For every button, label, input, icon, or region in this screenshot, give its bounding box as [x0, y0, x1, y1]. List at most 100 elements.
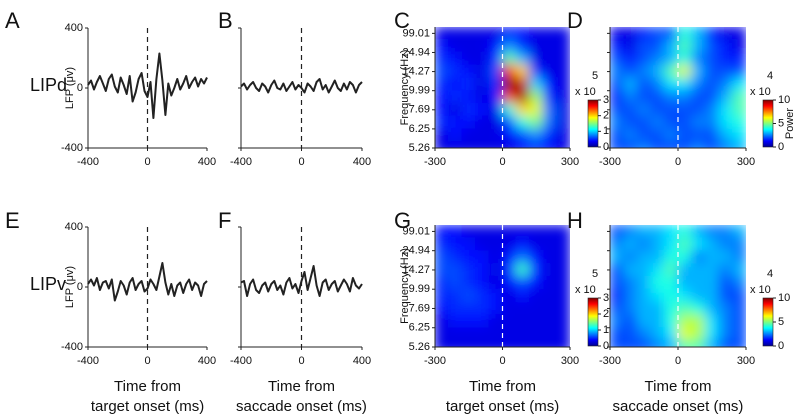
heatmap-cell	[677, 301, 693, 316]
heatmap-cell	[515, 102, 530, 117]
y-tick-label: -400	[61, 341, 83, 353]
heatmap-cell	[488, 51, 503, 66]
heatmap-cell	[623, 90, 638, 104]
x-tick-label: 0	[675, 156, 681, 168]
row-label: LIPv	[30, 274, 66, 294]
heatmap-cell	[663, 64, 679, 79]
y-tick-label: 7.69	[409, 104, 430, 116]
colorbar-exponent: 5	[592, 70, 598, 82]
heatmap-cell	[515, 225, 530, 239]
heatmap-cell	[529, 90, 544, 104]
heatmap-cell	[448, 314, 463, 329]
panel-letter: A	[5, 8, 20, 33]
heatmap-cell	[515, 64, 530, 79]
heatmap-cell	[610, 51, 625, 66]
heatmap-cell	[704, 340, 720, 347]
y-tick-label: 14.27	[402, 264, 430, 276]
heatmap-cell	[636, 225, 652, 239]
heatmap-cell	[435, 314, 449, 329]
heatmap-cell	[475, 250, 490, 265]
heatmap-cell	[488, 64, 503, 79]
heatmap-cell	[435, 237, 449, 252]
heatmap-cell	[718, 90, 733, 104]
heatmap-cell	[556, 128, 570, 143]
heatmap-cell	[475, 64, 490, 79]
heatmap-cell	[623, 275, 638, 290]
heatmap-cell	[529, 77, 544, 92]
heatmap-cell	[435, 51, 449, 66]
heatmap-cell	[461, 51, 476, 66]
heatmap-cell	[542, 27, 557, 41]
heatmap-cell	[461, 64, 476, 79]
colorbar	[762, 297, 774, 347]
heatmap-cell	[435, 301, 449, 316]
heatmap-cell	[650, 51, 665, 66]
heatmap-cell	[718, 64, 733, 79]
heatmap-cell	[461, 250, 476, 265]
colorbar-tick-label: 1	[603, 324, 609, 336]
heatmap-cell	[448, 90, 463, 104]
heatmap-cell	[461, 141, 476, 148]
heatmap-cell	[448, 225, 463, 239]
x-axis-label: target onset (ms)	[446, 398, 559, 415]
heatmap-cell	[691, 77, 706, 92]
heatmap-cell	[636, 340, 652, 347]
heatmap-cell	[718, 128, 733, 143]
heatmap-cell	[704, 77, 720, 92]
panel-letter: D	[567, 8, 583, 33]
heatmap-cell	[650, 90, 665, 104]
heatmap-cell	[731, 327, 746, 342]
colorbar	[587, 99, 599, 148]
x-tick-label: -300	[599, 156, 621, 168]
heatmap-cell	[691, 263, 706, 277]
heatmap-cell	[475, 77, 490, 92]
heatmap-cells	[435, 225, 570, 347]
heatmap-cell	[677, 141, 693, 148]
heatmap-cell	[515, 141, 530, 148]
x-tick-label: -400	[77, 355, 99, 367]
heatmap-cell	[704, 301, 720, 316]
colorbar-tick-label: 2	[603, 308, 609, 320]
heatmap-cell	[610, 90, 625, 104]
heatmap-cell	[623, 327, 638, 342]
heatmap-cell	[610, 237, 625, 252]
heatmap-cell	[461, 237, 476, 252]
heatmap-cell	[623, 27, 638, 41]
heatmap-cell	[704, 327, 720, 342]
heatmap-cell	[461, 340, 476, 347]
x-tick-label: 0	[144, 355, 150, 367]
heatmap-cell	[529, 275, 544, 290]
heatmap-cell	[718, 102, 733, 117]
colorbar-tick-label: 3	[603, 292, 609, 304]
heatmap-cell	[704, 225, 720, 239]
heatmap-cell	[542, 327, 557, 342]
colorbar-tick-label: 10	[778, 292, 790, 304]
heatmap-cell	[610, 27, 625, 41]
heatmap-cell	[650, 141, 665, 148]
heatmap-cell	[542, 263, 557, 277]
heatmap-cell	[650, 77, 665, 92]
x-tick-label: 0	[675, 355, 681, 367]
heatmap-cell	[731, 51, 746, 66]
heatmap-cell	[704, 288, 720, 303]
x-axis-label: target onset (ms)	[91, 398, 204, 415]
heatmap-cell	[435, 77, 449, 92]
y-tick-label: 0	[77, 82, 83, 94]
heatmap-cell	[515, 90, 530, 104]
heatmap-cell	[704, 314, 720, 329]
colorbar-tick-label: 0	[603, 141, 609, 153]
heatmap-cell	[610, 288, 625, 303]
heatmap-cell	[677, 263, 693, 277]
heatmap-cell	[502, 27, 517, 41]
heatmap-cell	[677, 128, 693, 143]
heatmap-cell	[529, 314, 544, 329]
heatmap-cell	[704, 39, 720, 53]
heatmap-cell	[623, 77, 638, 92]
heatmap-cell	[502, 340, 517, 347]
heatmap-cell	[636, 77, 652, 92]
heatmap-cell	[650, 275, 665, 290]
heatmap-cell	[704, 263, 720, 277]
heatmap-cell	[488, 301, 503, 316]
heatmap-cell	[636, 301, 652, 316]
heatmap-cell	[650, 27, 665, 41]
